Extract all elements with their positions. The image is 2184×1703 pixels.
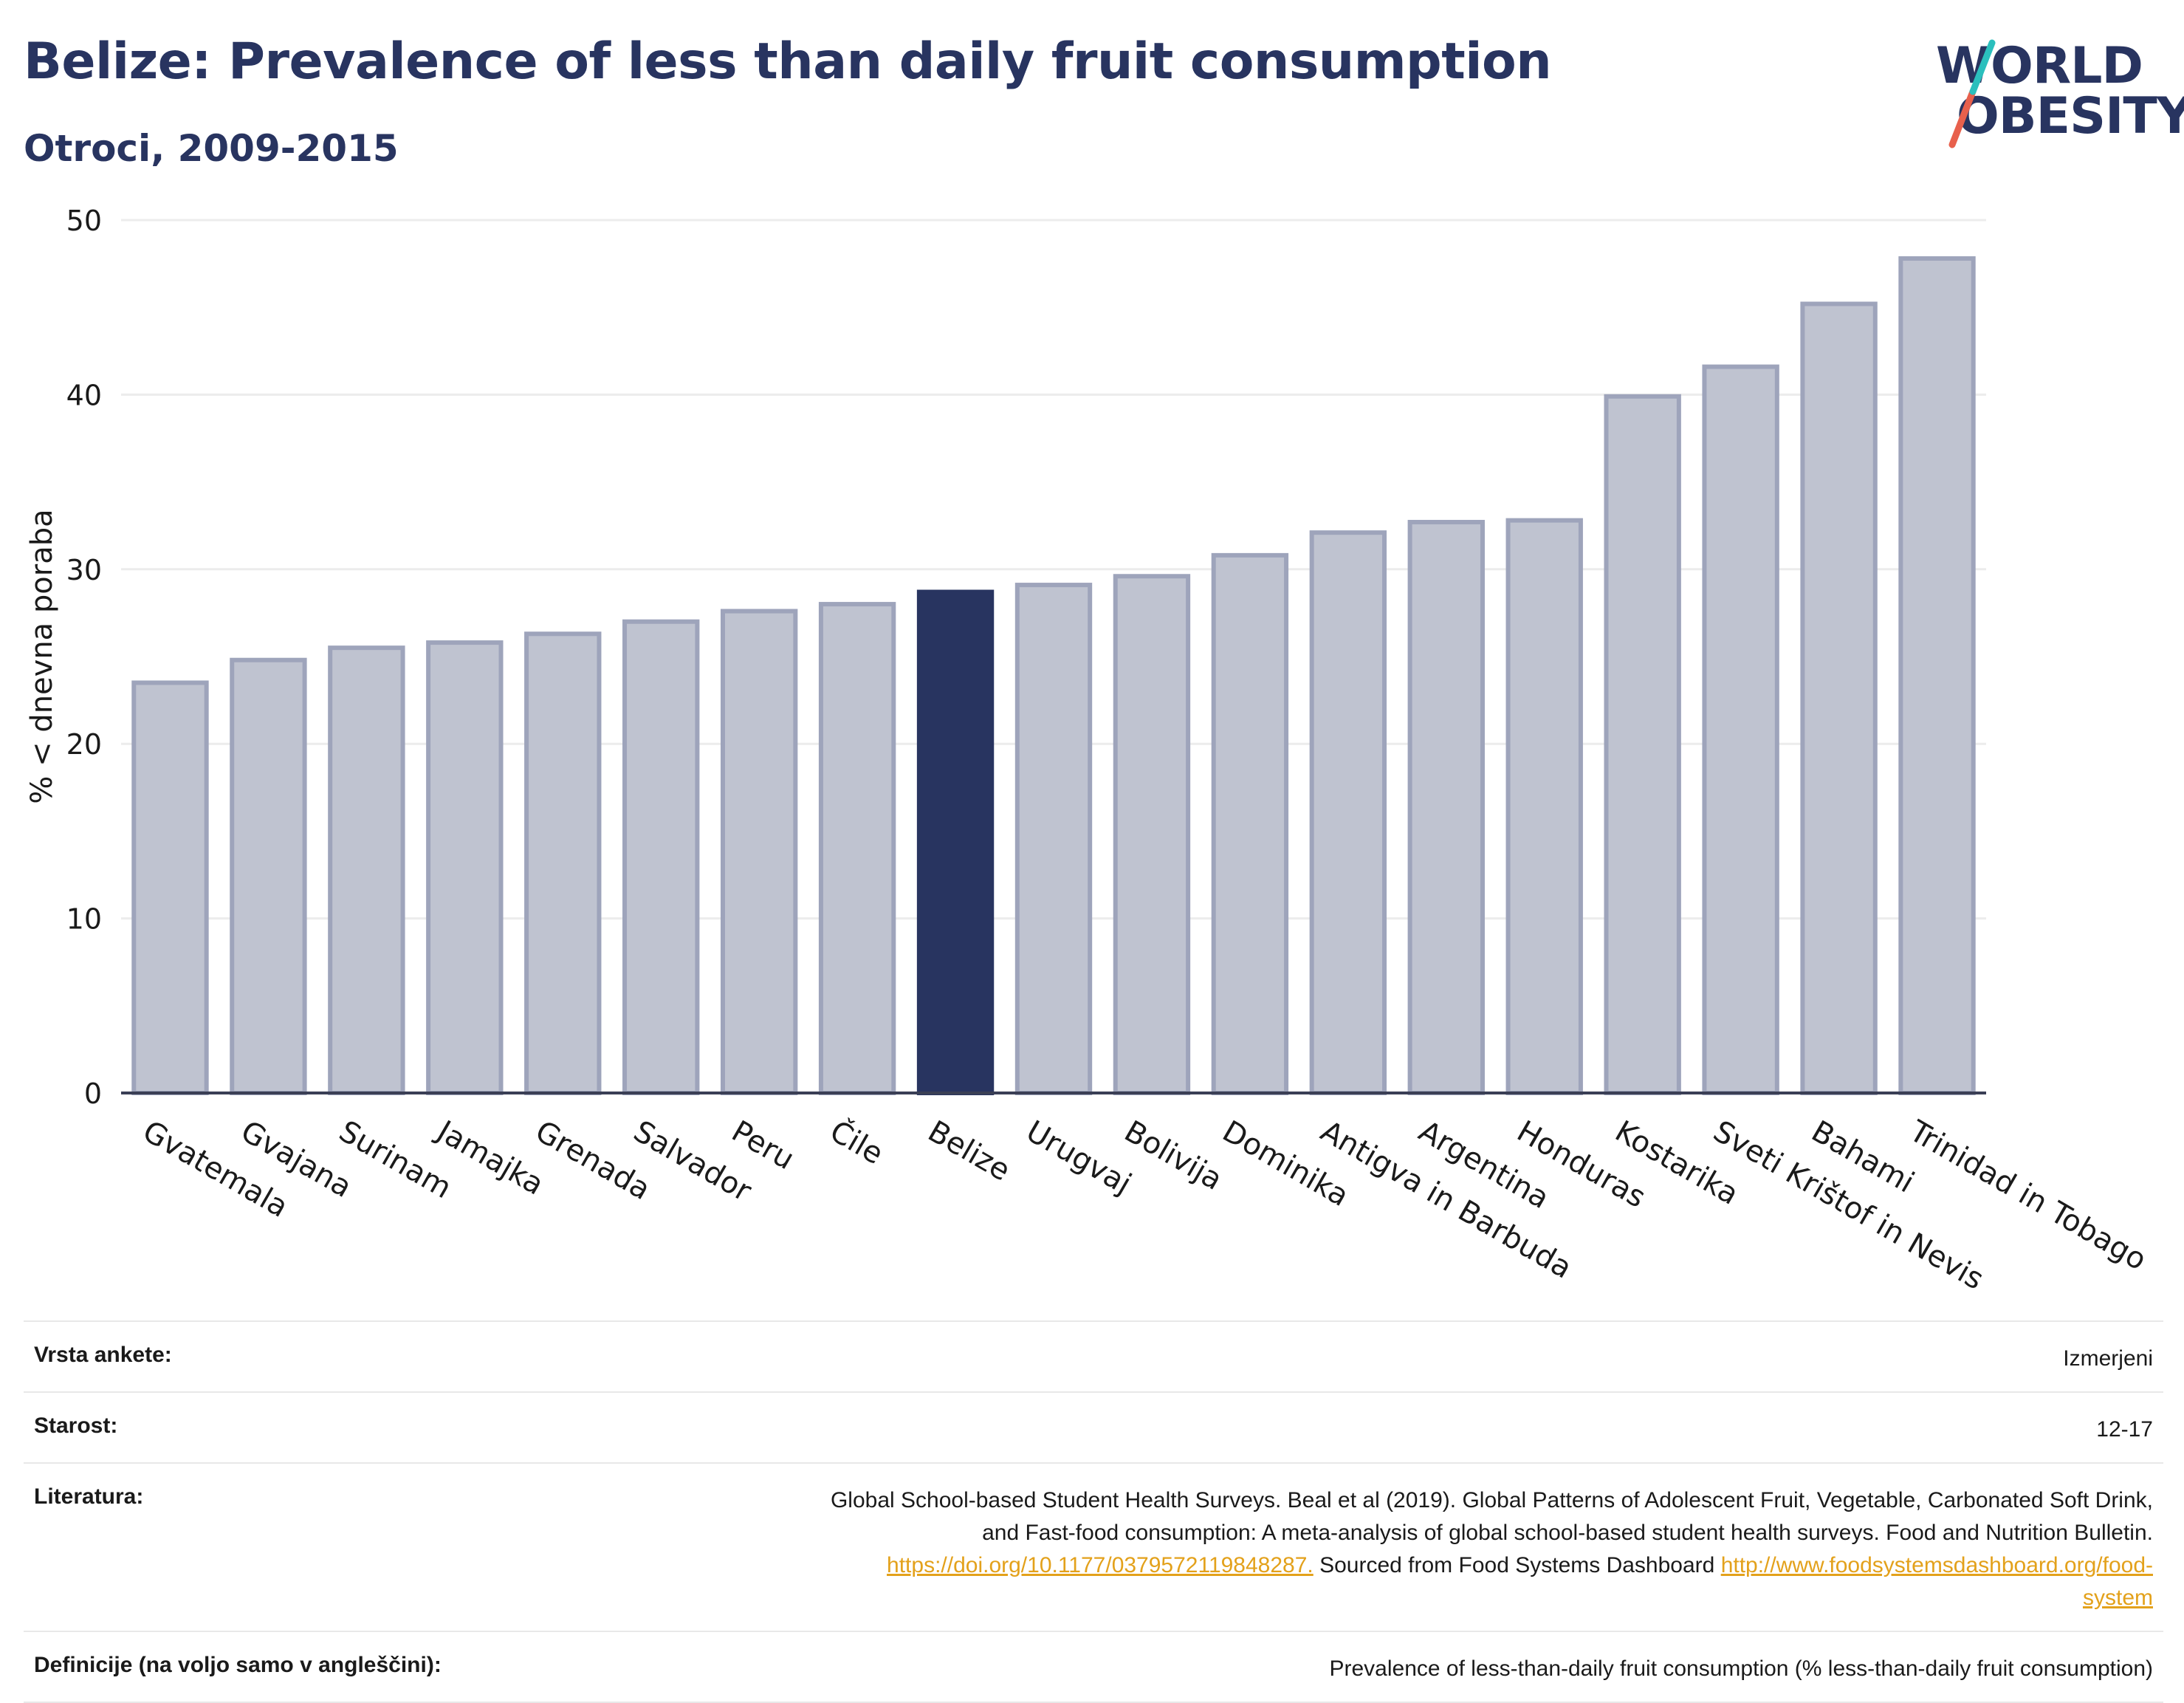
meta-row-survey: Vrsta ankete: Izmerjeni (24, 1320, 2163, 1391)
bar (1014, 583, 1093, 1095)
metadata-table: Vrsta ankete: Izmerjeni Starost: 12-17 L… (24, 1320, 2163, 1703)
bar (131, 680, 209, 1095)
literature-text-1: Global School-based Student Health Surve… (830, 1488, 2153, 1512)
bar (1505, 518, 1583, 1096)
bar (1113, 574, 1191, 1095)
y-axis-label: % < dnevna poraba (25, 509, 59, 803)
dashboard-link[interactable]: http://www.foodsystemsdashboard.org/food… (1720, 1553, 2153, 1577)
x-tick-label: Surinam (333, 1114, 457, 1205)
literature-text-2: and Fast-food consumption: A meta-analys… (982, 1521, 2153, 1545)
x-tick-label: Belize (922, 1114, 1016, 1188)
logo-slash-icon (1948, 39, 1996, 148)
doi-link[interactable]: https://doi.org/10.1177/0379572119848287… (887, 1553, 1314, 1577)
world-obesity-logo: WORLD OBESITY (1920, 27, 2184, 152)
survey-value: Izmerjeni (2063, 1346, 2153, 1371)
literature-label: Literatura: (34, 1484, 144, 1509)
bar (1898, 256, 1976, 1095)
meta-row-age: Starost: 12-17 (24, 1391, 2163, 1462)
definition-label: Definicije (na voljo samo v angleščini): (34, 1653, 442, 1677)
bar (1211, 552, 1289, 1095)
dashboard-link-cont[interactable]: system (2082, 1586, 2153, 1610)
y-tick-label: 40 (66, 379, 102, 411)
y-tick-label: 20 (66, 728, 102, 761)
y-tick-label: 10 (66, 903, 102, 936)
literature-text-3: Sourced from Food Systems Dashboard (1313, 1553, 1721, 1577)
x-tick-label: Čile (824, 1113, 890, 1171)
bar (1800, 301, 1878, 1095)
y-tick-label: 30 (66, 554, 102, 586)
bar (1604, 394, 1681, 1096)
bar (426, 640, 504, 1095)
definition-value: Prevalence of less-than-daily fruit cons… (1329, 1656, 2154, 1681)
bar (1407, 519, 1485, 1095)
x-tick-label: Bolivija (1119, 1114, 1228, 1197)
age-value: 12-17 (2096, 1417, 2153, 1442)
logo-line1: WORLD (1936, 37, 2143, 95)
age-label: Starost: (34, 1414, 118, 1438)
page-subtitle: Otroci, 2009-2015 (24, 127, 399, 170)
meta-row-definition: Definicije (na voljo samo v angleščini):… (24, 1631, 2163, 1703)
y-tick-label: 50 (66, 205, 102, 237)
literature-value: Global School-based Student Health Surve… (558, 1484, 2153, 1614)
bar (1702, 364, 1779, 1096)
bar (720, 609, 798, 1095)
bar (818, 602, 896, 1095)
y-tick-label: 0 (84, 1077, 102, 1110)
page-title: Belize: Prevalence of less than daily fr… (24, 32, 1552, 91)
bar (1309, 530, 1387, 1095)
bar-highlight (916, 589, 995, 1095)
bar (524, 631, 602, 1095)
bar (230, 657, 307, 1095)
bar (328, 645, 405, 1095)
meta-row-literature: Literatura: Global School-based Student … (24, 1462, 2163, 1631)
survey-label: Vrsta ankete: (34, 1343, 172, 1367)
bar (622, 619, 700, 1095)
x-tick-label: Urugvaj (1020, 1114, 1137, 1202)
logo-line2: OBESITY (1957, 87, 2184, 145)
